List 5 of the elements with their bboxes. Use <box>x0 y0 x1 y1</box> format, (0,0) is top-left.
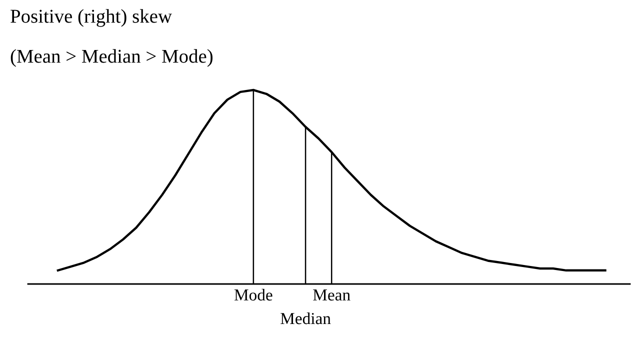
x-tick-label: Mode <box>234 288 272 301</box>
x-tick-label: Mean <box>313 290 350 301</box>
x-tick-label: Median <box>280 312 331 324</box>
chart-subtitle: (Mean > Median > Mode) <box>10 49 213 67</box>
chart-title: Positive (right) skew <box>10 9 172 27</box>
